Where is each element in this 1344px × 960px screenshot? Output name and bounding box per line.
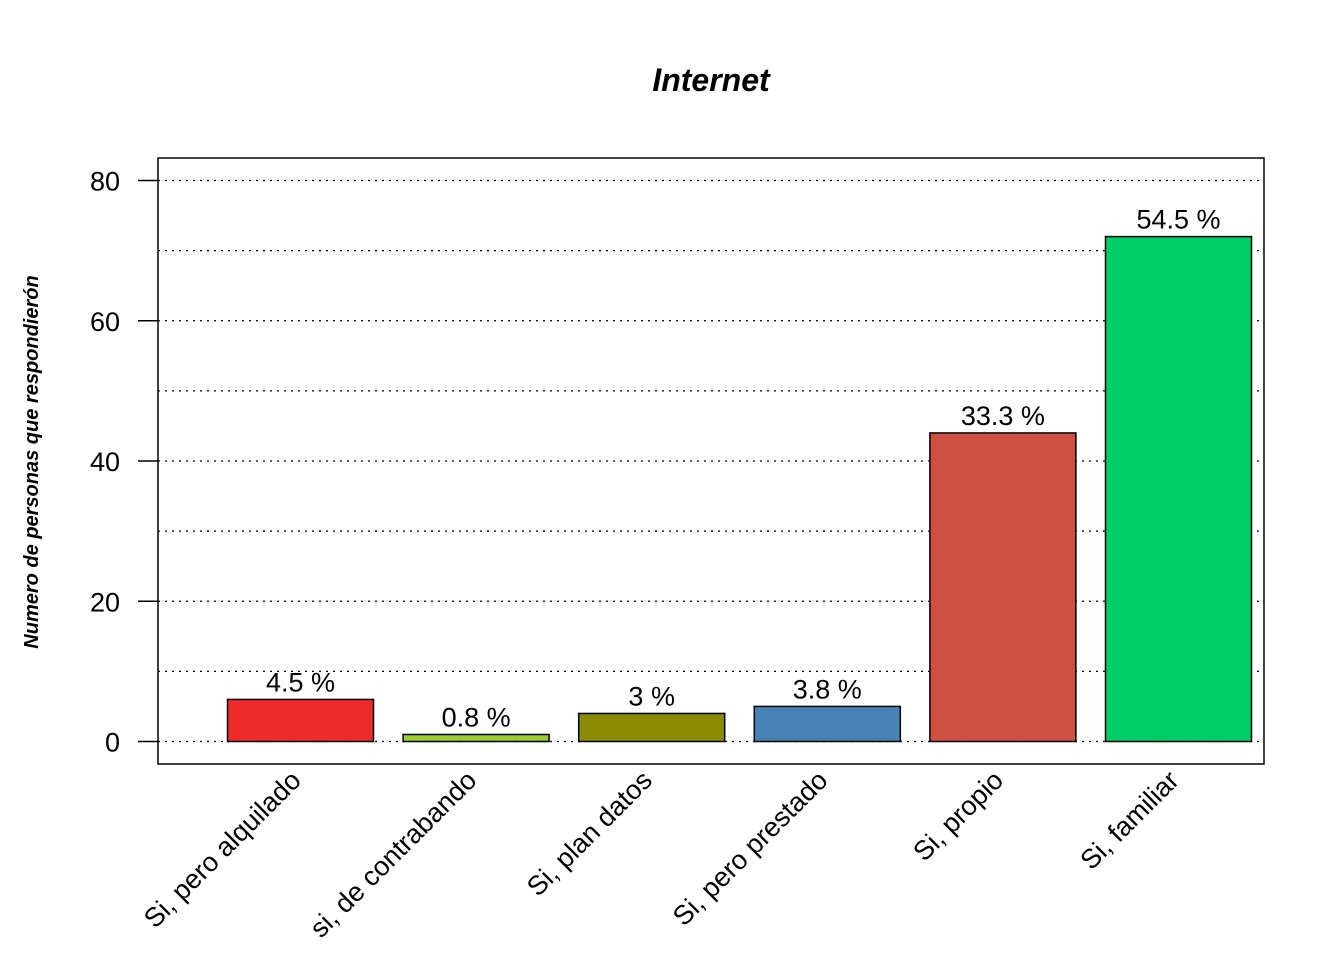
x-tick-label: Si, plan datos bbox=[521, 765, 658, 902]
bar bbox=[402, 733, 550, 743]
y-tick-label: 0 bbox=[105, 728, 120, 758]
bars bbox=[226, 235, 1253, 743]
y-tick-label: 20 bbox=[90, 587, 120, 617]
bar bbox=[577, 712, 726, 743]
y-tick-label: 80 bbox=[90, 167, 120, 197]
bar bbox=[929, 432, 1077, 743]
data-label: 3 % bbox=[628, 681, 675, 711]
y-axis: 0 20 40 60 80 bbox=[90, 167, 158, 758]
y-axis-label: Numero de personas que respondierón bbox=[21, 275, 43, 648]
data-label: 4.5 % bbox=[266, 667, 335, 697]
data-label: 33.3 % bbox=[961, 401, 1045, 431]
bar bbox=[753, 705, 902, 743]
data-label: 54.5 % bbox=[1136, 205, 1220, 235]
bar bbox=[1104, 235, 1253, 743]
x-tick-label: si, de contrabando bbox=[304, 765, 482, 943]
y-tick-label: 60 bbox=[90, 307, 120, 337]
data-label: 0.8 % bbox=[442, 702, 511, 732]
data-label: 3.8 % bbox=[793, 674, 862, 704]
plot-frame bbox=[157, 157, 1265, 765]
gridlines bbox=[158, 179, 1264, 743]
x-tick-label: Si, pero alquilado bbox=[138, 765, 307, 934]
data-labels: 4.5 % 0.8 % 3 % 3.8 % 33.3 % 54.5 % bbox=[266, 205, 1221, 733]
y-tick-label: 40 bbox=[90, 447, 120, 477]
x-tick-label: Si, familiar bbox=[1074, 765, 1184, 875]
x-tick-label: Si, propio bbox=[907, 765, 1009, 867]
bar bbox=[226, 698, 375, 743]
x-tick-label: Si, pero prestado bbox=[667, 765, 834, 932]
chart-title: Internet bbox=[652, 62, 771, 98]
